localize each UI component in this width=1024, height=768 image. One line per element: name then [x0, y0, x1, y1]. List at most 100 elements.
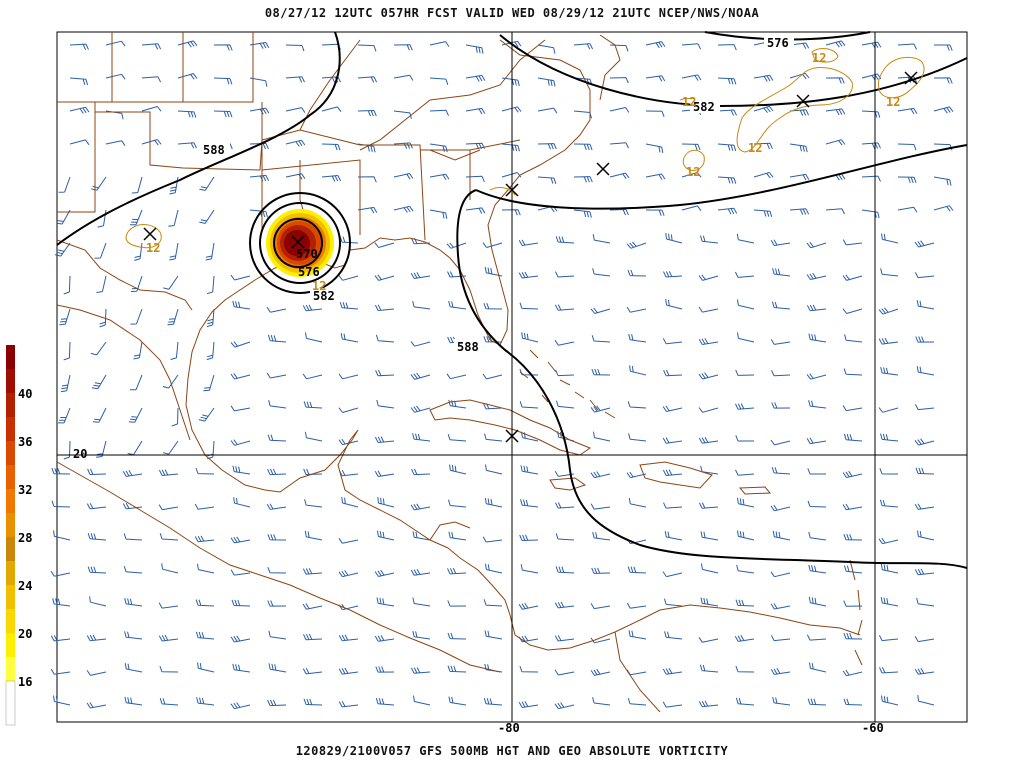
wind-barb	[58, 407, 71, 424]
wind-barb	[105, 73, 126, 80]
wind-barb	[194, 503, 215, 510]
wind-barb	[519, 401, 539, 409]
wind-barb	[199, 209, 215, 224]
wind-barb	[374, 635, 395, 642]
wind-barb	[698, 700, 719, 708]
wind-barb	[161, 563, 179, 574]
wind-barb	[537, 44, 556, 54]
wind-barb	[285, 76, 305, 83]
wind-barb	[681, 172, 702, 178]
wind-barb	[842, 308, 863, 314]
coastlines	[56, 32, 863, 713]
contour-582-storm	[249, 192, 351, 294]
wind-barb	[698, 372, 719, 380]
wind-barb	[447, 632, 467, 640]
wind-barb	[87, 468, 107, 475]
wind-barb	[203, 374, 215, 392]
wind-barb	[591, 567, 611, 574]
wind-barb	[483, 303, 503, 310]
wind-barb	[97, 209, 107, 228]
wind-barb	[158, 602, 179, 609]
wind-barb	[54, 242, 71, 257]
wind-barb	[130, 308, 143, 325]
wind-barb	[806, 241, 827, 249]
wind-barb	[844, 565, 863, 574]
contour-588-west	[56, 31, 341, 246]
wind-barb	[410, 272, 431, 279]
wind-barb	[375, 334, 395, 343]
wind-barb	[878, 634, 899, 642]
wind-barb	[519, 302, 539, 310]
wind-barb	[933, 77, 953, 84]
wind-barb	[735, 435, 754, 442]
wind-barb	[592, 268, 611, 277]
wind-barb	[232, 663, 251, 673]
wind-barb	[412, 630, 431, 640]
contour-label-582: 582	[693, 100, 715, 114]
wind-barb	[339, 301, 359, 310]
wind-barb	[482, 242, 503, 248]
wind-barb	[537, 77, 556, 87]
wind-barb	[842, 470, 863, 478]
wind-barb	[449, 464, 467, 475]
wind-barb	[196, 697, 215, 706]
wind-barb	[338, 407, 359, 413]
wind-barb	[590, 471, 611, 479]
wind-barb	[321, 106, 342, 112]
wind-barb	[447, 665, 467, 673]
wind-barb	[770, 668, 791, 675]
wind-barb	[770, 338, 791, 345]
wind-barb	[915, 336, 935, 343]
wind-barb	[69, 106, 90, 114]
wind-barb	[374, 470, 395, 477]
wind-barb	[465, 44, 484, 54]
wind-barb	[736, 233, 755, 244]
wind-barb	[627, 566, 647, 574]
wind-barb	[664, 598, 683, 607]
wind-barb	[304, 431, 323, 442]
wind-barb	[771, 467, 791, 475]
wind-barb	[321, 143, 341, 151]
wind-barb	[771, 402, 791, 409]
wind-barb	[590, 668, 611, 676]
wind-barb	[483, 697, 503, 706]
wind-barb	[698, 274, 719, 281]
wind-barb	[412, 433, 431, 442]
wind-barb	[555, 533, 575, 541]
wind-barb	[206, 275, 215, 295]
wind-barb	[86, 702, 107, 709]
wind-barb	[626, 306, 647, 313]
wind-barb	[537, 176, 557, 184]
wind-barb	[374, 304, 395, 311]
wind-barb	[590, 307, 611, 314]
wind-barb	[735, 403, 755, 410]
wind-barb	[58, 176, 71, 193]
wind-barb	[376, 399, 395, 409]
vort-max-marker	[291, 235, 305, 249]
wind-barb	[303, 698, 323, 706]
wind-barb	[665, 299, 683, 310]
wind-barb	[753, 172, 774, 179]
wind-barb	[393, 173, 414, 180]
wind-barb	[878, 307, 899, 315]
wind-barb	[213, 44, 233, 51]
wind-barb	[861, 41, 882, 49]
wind-barb	[90, 176, 107, 191]
wind-barb	[770, 439, 791, 446]
wind-barb	[662, 437, 683, 444]
wind-barb	[842, 274, 863, 281]
wind-barb	[159, 666, 179, 673]
wind-barb	[375, 697, 395, 706]
wind-barb	[124, 696, 143, 706]
wind-barb	[429, 109, 449, 116]
lon-label-80: -80	[498, 721, 520, 735]
wind-barb	[267, 567, 287, 574]
wind-barb	[205, 242, 215, 261]
wind-barb	[717, 143, 737, 152]
wind-barb	[302, 373, 323, 380]
wind-barb	[897, 143, 917, 151]
wind-barb	[735, 697, 755, 706]
wind-barb	[554, 304, 575, 311]
wind-barb	[413, 695, 431, 706]
wind-barb	[410, 503, 431, 511]
